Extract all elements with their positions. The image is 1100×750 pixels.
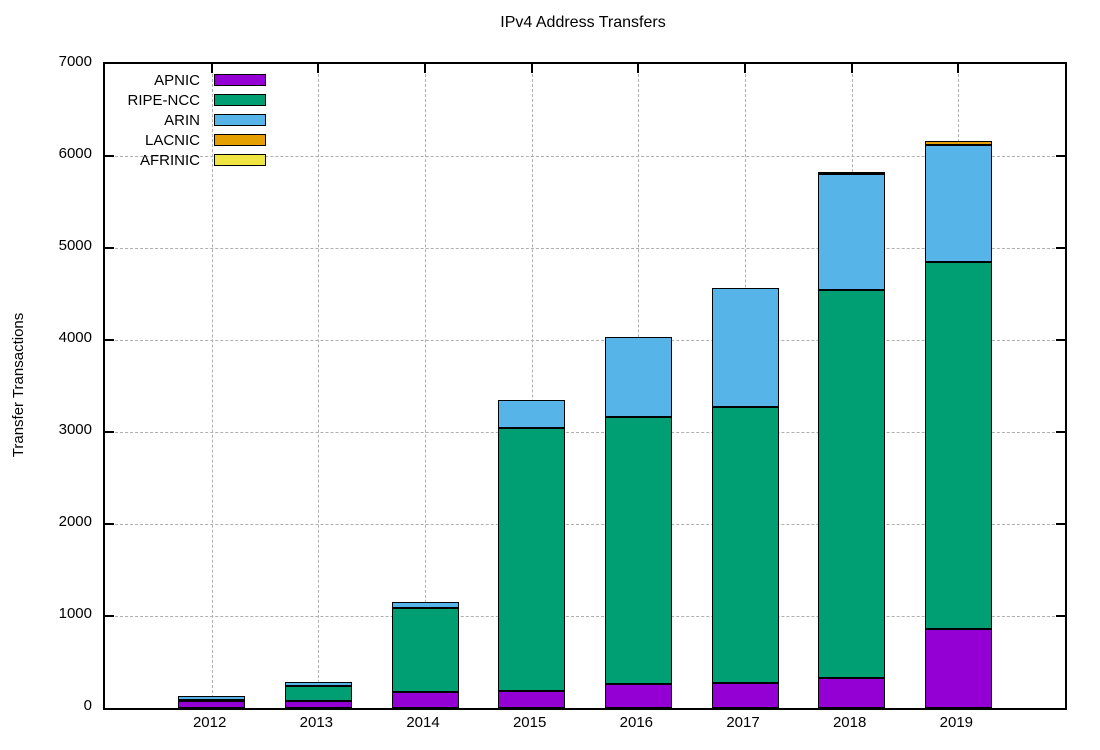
- legend-label: AFRINIC: [140, 151, 200, 169]
- x-tick-label: 2017: [726, 714, 760, 731]
- x-tick-label: 2012: [192, 714, 227, 731]
- legend-label: LACNIC: [144, 131, 200, 149]
- gridline-vertical: [318, 64, 320, 708]
- gridline-horizontal: [105, 248, 1065, 249]
- y-axis-tick-left: [105, 155, 114, 157]
- gridline-horizontal: [105, 340, 1065, 341]
- x-tick-label: 2014: [406, 714, 440, 731]
- bar-segment-ripe-ncc-2013: [284, 686, 352, 701]
- bar-segment-arin-2014: [391, 602, 459, 608]
- y-tick-label: 0: [83, 697, 92, 714]
- gridline-vertical: [531, 64, 533, 708]
- gridline-vertical: [425, 64, 426, 708]
- bar-segment-ripe-ncc-2018: [818, 289, 886, 679]
- legend-swatch-apnic: [214, 74, 266, 86]
- chart-title: IPv4 Address Transfers: [500, 14, 666, 31]
- bar-segment-ripe-ncc-2016: [604, 416, 672, 685]
- y-tick-label: 6000: [58, 145, 92, 162]
- gridline-horizontal: [105, 432, 1065, 433]
- x-axis-tick-top: [957, 64, 960, 73]
- legend-swatch-afrinic: [214, 154, 266, 166]
- bar-segment-ripe-ncc-2014: [391, 607, 459, 692]
- bar-segment-apnic-2014: [391, 691, 459, 708]
- x-axis-tick-top: [637, 64, 640, 73]
- stacked-bar-2016: [604, 64, 672, 708]
- bar-segment-apnic-2019: [924, 628, 992, 708]
- bar-segment-arin-2019: [924, 144, 992, 262]
- y-tick-label: 2000: [58, 513, 92, 530]
- stacked-bar-2013: [284, 64, 352, 708]
- bar-segment-arin-2017: [711, 288, 779, 408]
- legend-swatch-lacnic: [214, 134, 266, 146]
- bar-segment-apnic-2013: [284, 700, 352, 708]
- bar-segment-ripe-ncc-2019: [924, 261, 992, 629]
- stacked-bar-2018: [818, 64, 886, 708]
- legend-swatch-arin: [214, 114, 266, 126]
- x-tick-label: 2018: [832, 714, 867, 731]
- bar-segment-apnic-2018: [818, 678, 886, 708]
- legend-item-afrinic: AFRINIC: [108, 150, 266, 170]
- y-axis-tick-right: [1056, 431, 1065, 433]
- bar-segment-arin-2013: [284, 681, 352, 687]
- y-tick-label: 4000: [58, 329, 92, 346]
- bar-segment-arin-2018: [818, 173, 886, 290]
- y-axis-tick-right: [1056, 523, 1065, 525]
- legend-item-apnic: APNIC: [108, 70, 266, 90]
- bar-segment-ripe-ncc-2017: [711, 407, 779, 684]
- y-axis-tick-right: [1056, 247, 1065, 249]
- y-axis-title: Transfer Transactions: [10, 312, 27, 458]
- x-tick-label: 2013: [299, 714, 334, 731]
- bar-segment-ripe-ncc-2015: [498, 427, 566, 691]
- legend-item-arin: ARIN: [108, 110, 266, 130]
- x-axis-tick-top: [850, 64, 853, 73]
- x-axis-tick-top: [530, 64, 533, 73]
- x-axis-tick-top: [317, 64, 320, 73]
- legend-label: ARIN: [164, 111, 200, 129]
- y-axis-tick-left: [105, 247, 114, 249]
- y-tick-label: 3000: [58, 421, 92, 438]
- bar-segment-apnic-2015: [498, 690, 566, 708]
- stacked-bar-2017: [711, 64, 779, 708]
- y-tick-label: 7000: [58, 53, 92, 70]
- bar-segment-arin-2015: [498, 399, 566, 428]
- gridline-horizontal: [105, 524, 1065, 525]
- y-axis-tick-left: [105, 615, 114, 617]
- gridline-horizontal: [105, 616, 1065, 617]
- y-axis-tick-left: [105, 339, 114, 341]
- x-tick-label: 2015: [512, 714, 547, 731]
- bar-segment-apnic-2017: [711, 683, 779, 708]
- bar-segment-arin-2012: [178, 696, 246, 701]
- legend: APNIC RIPE-NCC ARIN LACNIC AFRINIC: [108, 70, 266, 170]
- bar-segment-arin-2016: [604, 336, 672, 417]
- x-axis-tick-top: [210, 64, 213, 73]
- bar-segment-apnic-2016: [604, 684, 672, 708]
- stacked-bar-2014: [391, 64, 459, 708]
- y-axis-tick-right: [1056, 339, 1065, 341]
- stacked-bar-2019: [924, 64, 992, 708]
- legend-item-ripe-ncc: RIPE-NCC: [108, 90, 266, 110]
- y-axis-tick-right: [1056, 155, 1065, 157]
- y-tick-label: 5000: [58, 237, 92, 254]
- x-axis-tick-top: [424, 64, 426, 73]
- stacked-bar-2012: [178, 64, 246, 708]
- legend-label: RIPE-NCC: [127, 91, 200, 109]
- legend-item-lacnic: LACNIC: [108, 130, 266, 150]
- x-tick-label: 2016: [619, 714, 654, 731]
- stacked-bar-2015: [498, 64, 566, 708]
- y-axis-tick-left: [105, 523, 114, 525]
- bar-segment-apnic-2012: [178, 701, 246, 708]
- x-axis-tick-top: [744, 64, 746, 73]
- bar-segment-lacnic-2019: [924, 140, 992, 145]
- x-tick-label: 2019: [939, 714, 974, 731]
- y-axis-tick-left: [105, 431, 114, 433]
- plot-area: [103, 62, 1067, 710]
- y-axis-tick-right: [1056, 615, 1065, 617]
- gridline-vertical: [211, 64, 213, 708]
- y-tick-label: 1000: [58, 605, 92, 622]
- legend-label: APNIC: [154, 71, 200, 89]
- legend-swatch-ripe-ncc: [214, 94, 266, 106]
- bar-segment-lacnic-2018: [818, 171, 886, 174]
- gridline-horizontal: [105, 156, 1065, 157]
